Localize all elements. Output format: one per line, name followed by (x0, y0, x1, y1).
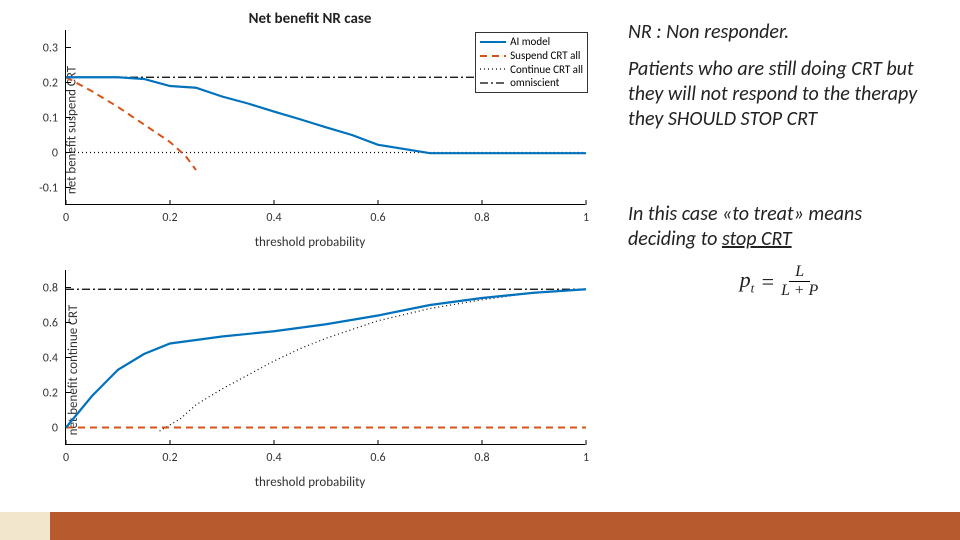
legend-swatch (480, 51, 506, 61)
svg-text:0.4: 0.4 (266, 211, 281, 225)
legend-label: AI model (510, 35, 550, 49)
svg-text:0.6: 0.6 (370, 451, 385, 465)
svg-text:0.8: 0.8 (474, 451, 489, 465)
nr-explanation-emphasis: SHOULD STOP CRT (668, 107, 817, 131)
svg-text:0.2: 0.2 (162, 451, 177, 465)
legend-item: Continue CRT all (480, 63, 583, 77)
nr-definition: NR : Non responder. (628, 20, 930, 45)
top-xlabel: threshold probability (255, 235, 366, 250)
treat-meaning-underline: stop CRT (722, 227, 792, 251)
formula-denominator: L + P (781, 282, 818, 299)
svg-text:0.2: 0.2 (43, 77, 58, 91)
svg-text:0: 0 (52, 147, 58, 161)
explanation-column: NR : Non responder. Patients who are sti… (610, 10, 950, 500)
svg-text:0: 0 (52, 422, 58, 436)
legend-item: omniscient (480, 76, 583, 90)
svg-text:1: 1 (583, 211, 589, 225)
charts-column: Net benefit NR case net benefit suspend … (10, 10, 610, 500)
svg-text:0.4: 0.4 (266, 451, 281, 465)
svg-text:0.3: 0.3 (43, 42, 58, 56)
legend-swatch (480, 64, 506, 74)
legend-label: Continue CRT all (510, 63, 583, 77)
continue-all-series (160, 289, 586, 431)
svg-text:-0.1: -0.1 (39, 182, 58, 196)
svg-text:0.2: 0.2 (43, 387, 58, 401)
chart-title: Net benefit NR case (249, 10, 372, 28)
svg-text:0: 0 (63, 211, 69, 225)
svg-text:0.8: 0.8 (474, 211, 489, 225)
legend-swatch (480, 78, 506, 88)
legend-item: Suspend CRT all (480, 49, 583, 63)
footer-accent-light (0, 512, 50, 540)
formula-lhs: p (740, 267, 751, 292)
legend-label: omniscient (510, 76, 559, 90)
top-chart: Net benefit NR case net benefit suspend … (10, 10, 610, 250)
treat-meaning: In this case «to treat» means deciding t… (628, 202, 930, 252)
svg-text:0.4: 0.4 (43, 352, 58, 366)
ai-model-series (66, 289, 586, 427)
svg-text:0.1: 0.1 (43, 112, 58, 126)
footer-accent-main (50, 512, 960, 540)
bottom-xlabel: threshold probability (255, 475, 366, 490)
svg-text:0.6: 0.6 (43, 317, 58, 331)
svg-text:0.2: 0.2 (162, 211, 177, 225)
threshold-formula: pt = L L + P (628, 264, 930, 299)
formula-eq: = (760, 269, 775, 295)
formula-sub: t (751, 280, 755, 295)
legend-label: Suspend CRT all (510, 49, 580, 63)
svg-text:0.8: 0.8 (43, 282, 58, 296)
svg-text:0: 0 (63, 451, 69, 465)
nr-explanation: Patients who are still doing CRT but the… (628, 57, 930, 132)
footer-bar (0, 512, 960, 540)
svg-text:1: 1 (583, 451, 589, 465)
bottom-plot-area: 00.20.40.60.8100.20.40.60.8 (65, 270, 585, 445)
legend-box: AI modelSuspend CRT allContinue CRT allo… (475, 32, 588, 93)
legend-item: AI model (480, 35, 583, 49)
legend-swatch (480, 37, 506, 47)
suspend-all-series (66, 77, 196, 170)
bottom-chart: net benefit continue CRT 00.20.40.60.810… (10, 250, 610, 490)
formula-numerator: L (789, 264, 810, 282)
svg-text:0.6: 0.6 (370, 211, 385, 225)
